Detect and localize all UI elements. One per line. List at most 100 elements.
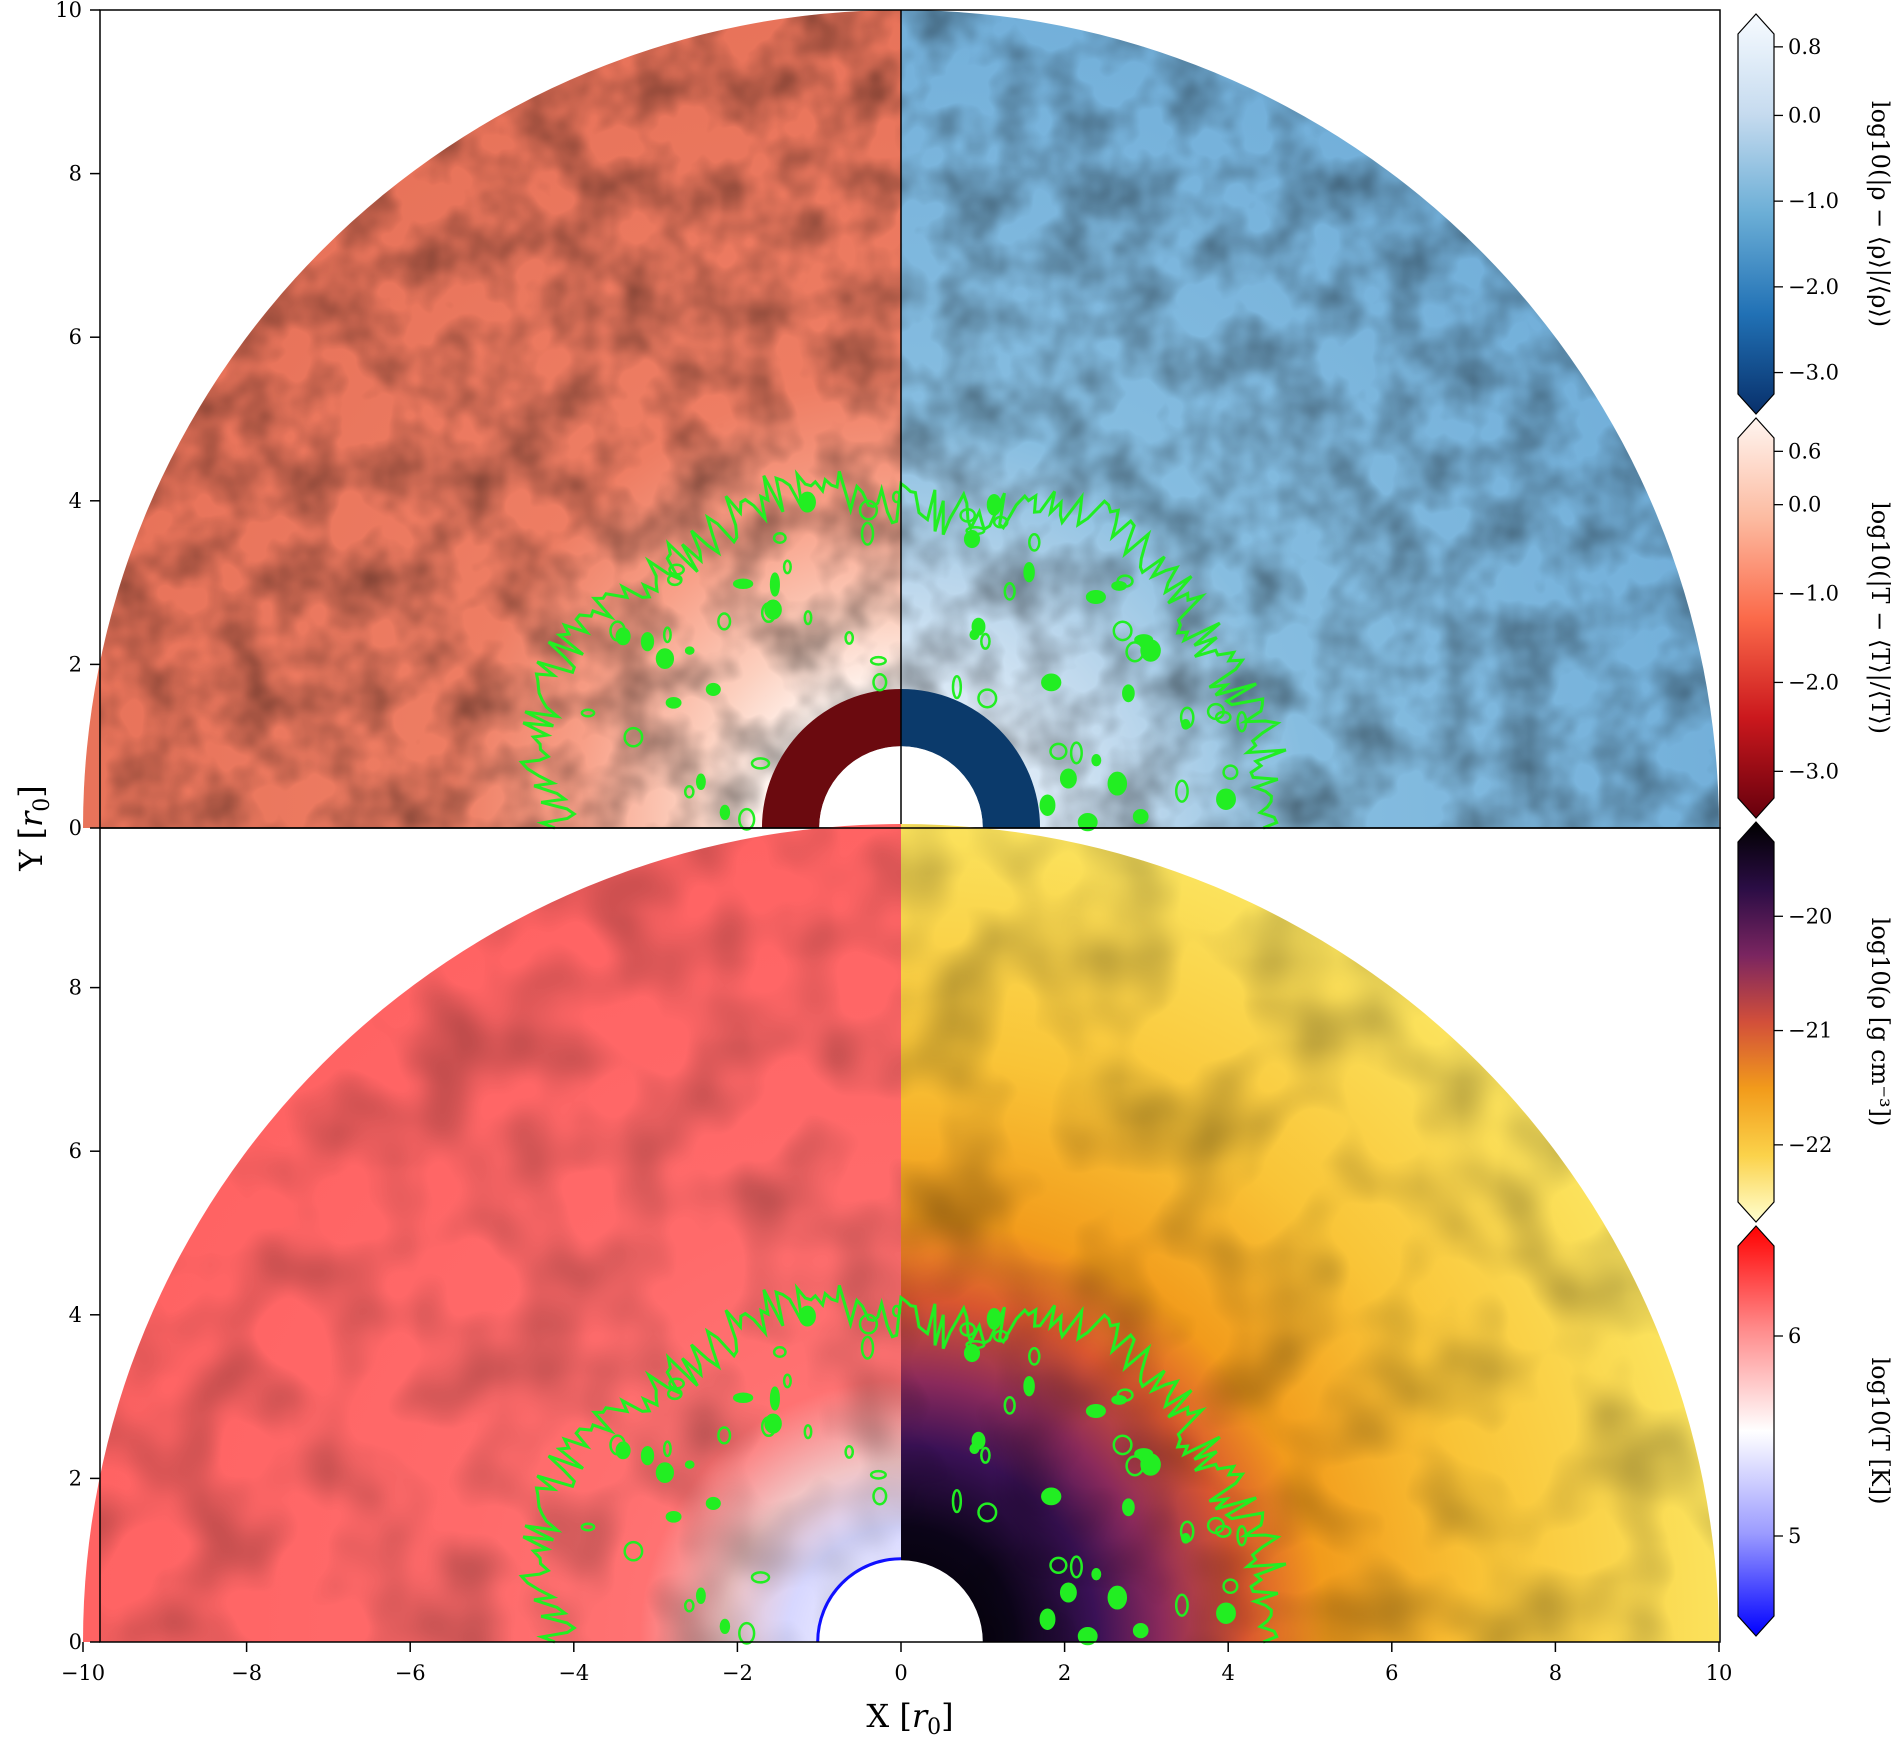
colorbar-tick-label: −1.0	[1788, 582, 1839, 606]
contour-island	[1112, 620, 1133, 642]
bottom-panel: 0 2 4 6 8 −10 −8 −6 −4 −2 0 2 4 6 8 10	[61, 824, 1733, 1685]
contour-island	[965, 1340, 986, 1350]
x-tick-label: 10	[1706, 1661, 1733, 1685]
contour-island	[872, 672, 888, 692]
contour-island	[732, 1392, 754, 1404]
contour-island	[1132, 808, 1149, 825]
contour-island	[738, 807, 756, 831]
contour-island	[844, 1444, 855, 1459]
contour-island	[986, 494, 1002, 516]
contour-island	[1003, 1396, 1016, 1415]
contour-island	[750, 757, 771, 770]
y-tick-label: 10	[55, 0, 82, 22]
x-tick-label: 2	[1058, 1661, 1071, 1685]
contour-island	[1222, 764, 1239, 781]
contour-island	[662, 626, 672, 644]
contour-island	[668, 1377, 685, 1390]
contour-island	[580, 1522, 596, 1532]
contour-island	[1039, 794, 1056, 816]
contour-island	[717, 1426, 732, 1445]
contour-island	[1023, 1376, 1035, 1397]
contour-island	[951, 1488, 963, 1514]
x-tick-label: −2	[722, 1661, 753, 1685]
colorbar-tick-label: 5	[1788, 1524, 1801, 1548]
contour-island	[1116, 574, 1134, 588]
contour-island	[623, 1540, 644, 1562]
contour-island	[705, 1496, 721, 1510]
colorbar-tick-label: −20	[1788, 904, 1832, 928]
contour-island	[719, 1618, 731, 1635]
contour-island	[738, 1621, 756, 1645]
bottom-x-ticks: −10 −8 −6 −4 −2 0 2 4 6 8 10	[61, 1642, 1733, 1685]
contour-island	[872, 1486, 888, 1506]
contour-island	[969, 1443, 980, 1455]
y-tick-label: 2	[69, 1466, 82, 1490]
contour-island	[1091, 754, 1102, 767]
contour-island	[668, 563, 685, 576]
y-tick-label: 0	[69, 1630, 82, 1654]
contour-island	[1069, 741, 1083, 765]
contour-island	[844, 630, 855, 645]
contour-island	[1049, 742, 1068, 760]
top-left-core-shell	[761, 688, 901, 828]
contour-island	[1174, 779, 1189, 803]
contour-island	[1140, 1453, 1161, 1476]
contour-island	[1091, 1568, 1102, 1581]
contour-island	[683, 785, 695, 799]
contour-island	[1236, 1525, 1248, 1547]
x-tick-label: −4	[558, 1661, 589, 1685]
contour-island	[860, 1335, 875, 1360]
contour-island	[665, 696, 682, 709]
bottom-inner-hole	[819, 1560, 983, 1642]
contour-island	[1049, 1556, 1068, 1574]
contour-island	[623, 726, 644, 748]
contour-island	[869, 1469, 887, 1480]
top-contour-islands	[580, 490, 1248, 832]
contour-island	[803, 610, 813, 626]
x-tick-label: −6	[395, 1661, 426, 1685]
contour-island	[891, 490, 902, 504]
contour-island	[1041, 673, 1062, 692]
contour-island	[858, 499, 879, 521]
colorbar-body	[1737, 417, 1775, 819]
colorbar-tick-label: 0.0	[1788, 493, 1821, 517]
contour-island	[1077, 812, 1098, 832]
y-tick-label: 6	[69, 1139, 82, 1163]
contour-island	[1122, 684, 1135, 703]
colorbar-tick-label: −2.0	[1788, 275, 1839, 299]
contour-island	[684, 646, 695, 655]
colorbar-body	[1737, 1225, 1775, 1637]
colorbar-density: −20 −21 −22 log10(ρ [g cm⁻³])	[1737, 821, 1894, 1223]
y-tick-label: 4	[69, 489, 82, 513]
contour-island	[1216, 788, 1236, 810]
contour-island	[980, 1446, 991, 1464]
bottom-green-contour	[518, 1283, 1287, 1644]
contour-island	[1085, 1404, 1106, 1418]
contour-island	[992, 1329, 1009, 1343]
bottom-texture	[100, 824, 1719, 1642]
contour-island	[959, 1322, 977, 1337]
contour-island	[1028, 533, 1041, 552]
contour-island	[986, 1308, 1002, 1330]
colorbar-body	[1737, 821, 1775, 1223]
x-tick-label: 8	[1549, 1661, 1562, 1685]
contour-island	[683, 1599, 695, 1613]
contour-island	[798, 491, 816, 513]
contour-island	[1077, 1626, 1098, 1646]
contour-island	[1222, 1578, 1239, 1595]
contour-island	[1132, 1622, 1149, 1639]
contour-island	[695, 1587, 706, 1605]
contour-island	[1039, 1608, 1056, 1630]
y-tick-label: 8	[69, 162, 82, 186]
contour-island	[980, 632, 991, 650]
colorbar-rho-fluctuation: 0.8 0.0 −1.0 −2.0 −3.0 log10(|ρ − ⟨ρ⟩|/⟨ρ⟩)	[1737, 13, 1894, 415]
x-tick-label: 0	[894, 1661, 907, 1685]
contour-island	[965, 526, 986, 536]
contour-island	[1112, 1434, 1133, 1456]
contour-island	[732, 578, 754, 590]
contour-island	[1107, 771, 1128, 796]
contour-island	[977, 688, 998, 709]
contour-island	[580, 708, 596, 718]
colorbar-tick-label: 0.0	[1788, 103, 1821, 127]
